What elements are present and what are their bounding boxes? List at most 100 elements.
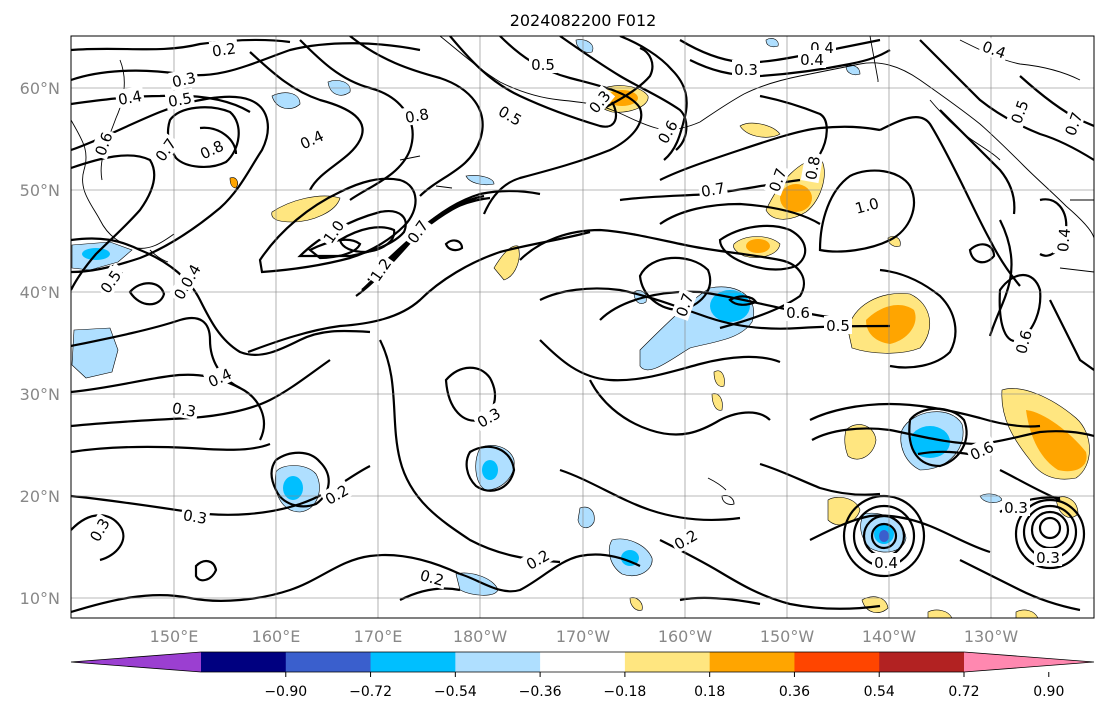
- contour-label: 0.6: [1012, 328, 1036, 356]
- contour-label-background: [168, 397, 200, 421]
- colorbar: −0.90 −0.72 −0.54 −0.36 −0.18 0.18 0.36 0.54 0.7…: [70, 651, 1095, 700]
- contour-label-background: [471, 402, 506, 432]
- contour-label-background: [175, 258, 205, 293]
- contour-label-background: [416, 564, 449, 590]
- colorbar-extend-low: [71, 652, 201, 672]
- lon-label: 160°W: [658, 627, 713, 646]
- colorbar-tick-label: 0.18: [694, 684, 725, 700]
- contour-label-background: [965, 436, 999, 465]
- contour-label-background: [364, 252, 396, 287]
- contour-label-background: [583, 84, 616, 118]
- colorbar-tick-label: −0.72: [349, 684, 392, 700]
- longitude-labels: 150°E 160°E 170°E 180°W 170°W 160°W 150°…: [150, 627, 1019, 646]
- contour-label-background: [149, 132, 181, 167]
- contour-label-background: [800, 152, 824, 184]
- colorbar-extend-high: [964, 652, 1094, 672]
- contour-label-background: [114, 85, 146, 109]
- contour-label-background: [668, 524, 703, 554]
- colorbar-tick-label: 0.90: [1033, 684, 1064, 700]
- contour-label-background: [208, 38, 239, 60]
- contour-label-background: [872, 553, 900, 571]
- colorbar-tick-label: −0.36: [519, 684, 562, 700]
- colorbar-swatches: [70, 651, 1095, 673]
- contour-label-background: [1005, 95, 1033, 128]
- lat-label: 50°N: [20, 181, 60, 200]
- contour-label-background: [168, 67, 200, 91]
- colorbar-swatch: [455, 652, 541, 672]
- contour-label-background: [179, 504, 211, 528]
- contour-label-background: [493, 100, 528, 130]
- contour-label: 0.3: [182, 506, 209, 528]
- lon-label: 170°E: [354, 627, 403, 646]
- contour-label-background: [697, 177, 729, 201]
- contour-label-background: [1052, 225, 1074, 255]
- contour-label-background: [1034, 548, 1062, 566]
- contour-label-background: [1010, 325, 1036, 358]
- colorbar-tick-label: 0.54: [864, 684, 895, 700]
- contour-label-background: [164, 87, 196, 111]
- contour-label-background: [317, 214, 349, 249]
- contour-label-background: [732, 60, 760, 78]
- contour-label-background: [798, 50, 826, 68]
- graticule: [71, 36, 1094, 618]
- contour-label-background: [1059, 107, 1087, 140]
- lat-label: 60°N: [20, 79, 60, 98]
- map-frame: [70, 35, 1095, 619]
- contour-label-background: [401, 103, 433, 127]
- contour-label: 0.3: [170, 69, 197, 92]
- contour-lines: [71, 36, 1094, 614]
- lat-label: 20°N: [20, 487, 60, 506]
- contour-label: 0.3: [1004, 499, 1028, 517]
- contour-label-background: [850, 192, 883, 218]
- contour-label: 0.4: [874, 554, 898, 572]
- contour-label: 0.5: [167, 89, 194, 111]
- colorbar-tick-label: −0.54: [434, 684, 477, 700]
- contour-label-background: [195, 135, 229, 164]
- map-area: 0.20.30.30.40.40.50.40.80.70.60.80.40.50…: [71, 36, 1094, 618]
- contour-label: 0.2: [418, 566, 446, 590]
- contour-label-background: [652, 114, 682, 149]
- contour-label-background: [520, 544, 555, 574]
- lon-label: 180°W: [453, 627, 508, 646]
- contour-label-background: [824, 316, 852, 334]
- contour-label-background: [784, 303, 812, 321]
- contour-label-background: [670, 288, 698, 321]
- colorbar-swatch: [709, 652, 795, 672]
- colorbar-swatch: [370, 652, 456, 672]
- colorbar-outline: [70, 651, 1095, 673]
- contour-label: 0.6: [786, 304, 810, 322]
- contour-label-background: [295, 125, 329, 154]
- colorbar-swatch: [540, 652, 626, 672]
- contour-label-background: [529, 55, 557, 73]
- lat-label: 10°N: [20, 589, 60, 608]
- map-title: 2024082200 F012: [510, 11, 657, 30]
- lon-label: 140°W: [862, 627, 917, 646]
- latitude-labels: 60°N 50°N 40°N 30°N 20°N 10°N: [20, 79, 60, 608]
- contour-label-background: [203, 363, 237, 392]
- contour-label-background: [94, 264, 126, 299]
- colorbar-swatch: [201, 652, 287, 672]
- contour-label-background: [1002, 498, 1030, 516]
- contour-label: 0.3: [171, 399, 198, 421]
- colorbar-tick-label: −0.90: [264, 684, 307, 700]
- colorbar-swatch: [285, 652, 372, 672]
- contour-label: 0.3: [734, 61, 758, 79]
- contour-labels: 0.20.30.30.40.40.50.40.80.70.60.80.40.50…: [84, 36, 1087, 590]
- contour-label-background: [401, 214, 433, 249]
- colorbar-tick-label: 0.72: [948, 684, 979, 700]
- contour-label-background: [84, 512, 114, 547]
- colorbar-tick-label: 0.36: [779, 684, 810, 700]
- lat-label: 40°N: [20, 283, 60, 302]
- colorbar-swatch: [624, 652, 711, 672]
- lon-label: 150°E: [150, 627, 199, 646]
- lon-label: 170°W: [556, 627, 611, 646]
- contour-label: 0.2: [211, 39, 237, 60]
- colorbar-tick-label: −0.18: [603, 684, 646, 700]
- contour-label: 0.3: [1036, 549, 1060, 567]
- lon-label: 130°W: [964, 627, 1019, 646]
- contour-label: 0.8: [404, 105, 431, 127]
- contour-label: 1.0: [853, 194, 881, 218]
- contour-label: 0.8: [802, 155, 824, 182]
- lon-label: 150°W: [760, 627, 815, 646]
